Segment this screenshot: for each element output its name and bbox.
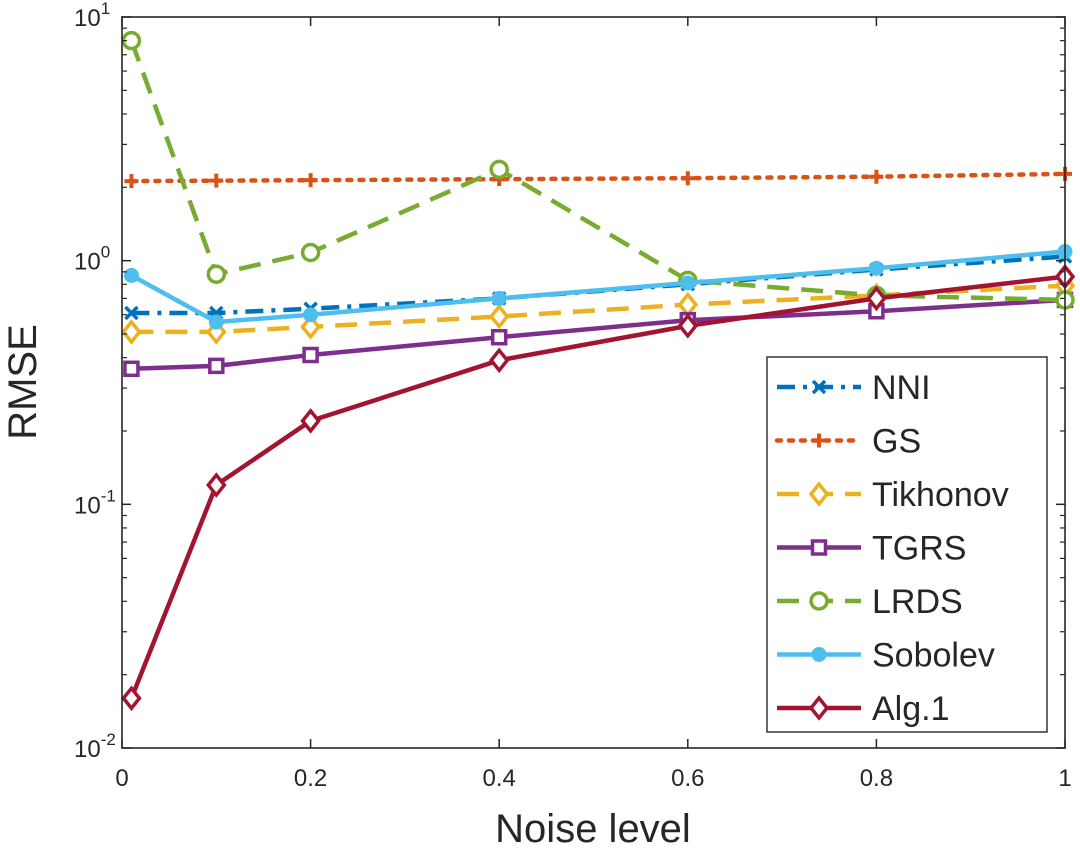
legend-marker-nni (811, 379, 827, 395)
data-point-sobolev (868, 260, 884, 276)
legend-item-nni: NNI (777, 369, 931, 407)
data-point-alg-1 (206, 472, 227, 498)
data-point-gs (869, 169, 884, 184)
data-point-tikhonov (488, 303, 510, 330)
x-tick-label: 0.4 (483, 765, 516, 792)
legend-item-sobolev: Sobolev (777, 637, 995, 675)
data-point-gs (209, 173, 224, 188)
data-point-tgrs (302, 346, 319, 364)
series-sobolev (123, 244, 1073, 330)
axes (121, 16, 1066, 749)
x-tick-label: 0.8 (860, 765, 893, 792)
legend-item-tikhonov: Tikhonov (777, 476, 1009, 514)
plot-area-frame (121, 16, 1066, 749)
data-point-sobolev (680, 275, 696, 291)
data-point-gs (680, 171, 695, 186)
data-point-tgrs (490, 328, 508, 346)
legend-label-tgrs: TGRS (872, 530, 966, 568)
data-point-sobolev (303, 307, 319, 323)
y-tick-label: 101 (74, 0, 110, 32)
data-point-tikhonov (300, 314, 321, 340)
y-tick-label: 100 (74, 243, 110, 276)
data-point-sobolev (208, 314, 224, 330)
data-point-sobolev (123, 267, 139, 283)
legend-marker-sobolev (811, 647, 827, 662)
legend-label-sobolev: Sobolev (872, 637, 995, 675)
x-tick-label: 0.6 (671, 765, 704, 792)
legend: NNI GS Tikhonov TGRS LRDS Sobolev Alg.1 (766, 356, 1048, 733)
y-tick-label: 10-2 (74, 730, 116, 763)
legend-marker-tikhonov (808, 481, 830, 507)
data-point-lrds (300, 242, 321, 263)
legend-marker-tgrs (810, 539, 828, 556)
data-point-gs (124, 174, 139, 189)
y-tick-label: 10-1 (74, 486, 116, 519)
data-point-tgrs (123, 360, 140, 378)
data-point-alg-1 (488, 347, 510, 374)
data-point-alg-1 (121, 685, 142, 712)
series-lines (121, 30, 1076, 712)
legend-marker-alg-1 (808, 695, 830, 721)
data-point-alg-1 (300, 408, 321, 434)
data-point-gs (303, 173, 318, 188)
legend-item-lrds: LRDS (777, 583, 963, 621)
series-line-lrds (129, 39, 1066, 303)
legend-marker-lrds (809, 591, 829, 611)
data-point-lrds (489, 159, 509, 180)
legend-label-lrds: LRDS (872, 583, 963, 621)
legend-label-alg-1: Alg.1 (872, 690, 950, 728)
legend-item-tgrs: TGRS (777, 530, 966, 568)
x-tick-label: 0 (115, 765, 128, 792)
data-point-tikhonov (677, 291, 699, 318)
x-tick-label: 1 (1058, 765, 1071, 792)
series-gs (124, 166, 1072, 189)
x-tick-label: 0.2 (294, 765, 327, 792)
data-point-alg-1 (866, 285, 887, 312)
data-point-sobolev (491, 290, 507, 306)
data-point-tgrs (208, 357, 225, 375)
y-axis-label: RMSE (1, 324, 45, 440)
legend-marker-gs (812, 433, 826, 448)
legend-item-alg-1: Alg.1 (777, 690, 950, 728)
data-point-alg-1 (677, 313, 699, 339)
legend-label-nni: NNI (872, 369, 931, 407)
series-line-gs (129, 171, 1068, 184)
legend-item-gs: GS (774, 423, 921, 461)
legend-label-gs: GS (872, 423, 921, 461)
x-axis-label: Noise level (495, 807, 691, 851)
legend-label-tikhonov: Tikhonov (872, 476, 1009, 514)
data-point-tikhonov (206, 319, 227, 345)
data-point-tikhonov (121, 319, 142, 345)
data-point-nni (124, 305, 139, 321)
data-point-lrds (206, 264, 227, 284)
